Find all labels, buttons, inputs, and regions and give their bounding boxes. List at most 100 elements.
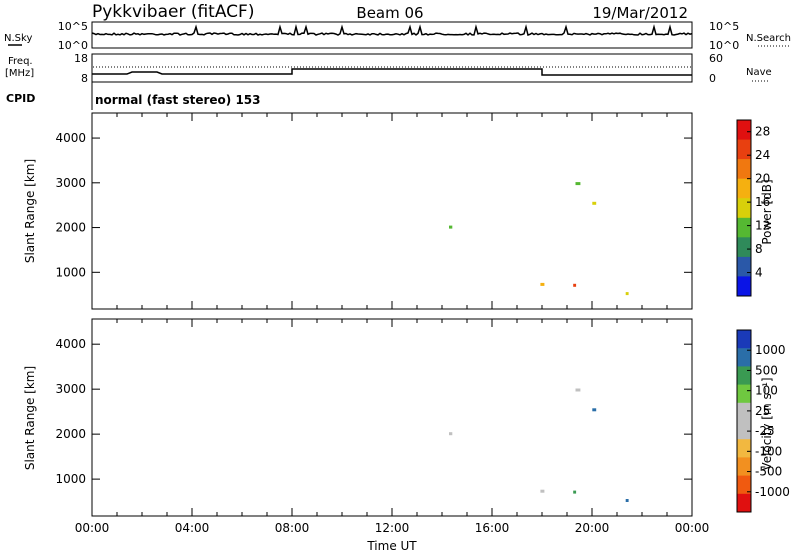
- colorbar-segment: [737, 217, 751, 238]
- colorbar-segment: [737, 256, 751, 277]
- velocity-cell: [592, 408, 597, 412]
- x-tick-label: 08:00: [275, 521, 310, 535]
- freq-trace: [92, 68, 692, 76]
- power-ylabel: Slant Range [km]: [23, 159, 37, 263]
- colorbar-frame: [736, 329, 752, 513]
- colorbar-tick-label: 1000: [755, 343, 786, 357]
- nsearch-label: N.Search: [746, 33, 791, 44]
- power-colorbar-label: Power [dB]: [760, 179, 774, 244]
- velocity-heatmap: [449, 388, 629, 502]
- colorbar-segment: [737, 366, 751, 386]
- velocity-cell: [573, 490, 577, 494]
- power-frame: [91, 112, 693, 310]
- nsearch-tick-bottom: 10^0: [709, 39, 739, 52]
- nave-tick-top: 60: [709, 52, 723, 65]
- colorbar-frame: [736, 119, 752, 297]
- freq-unit: [MHz]: [5, 68, 34, 79]
- power-cell: [625, 292, 629, 296]
- power-axes: 1000 2000 3000 4000: [55, 113, 693, 309]
- y-tick-label: 1000: [55, 472, 86, 486]
- velocity-cell: [540, 489, 545, 493]
- freq-tick-top: 18: [74, 52, 88, 65]
- y-tick-label: 2000: [55, 427, 86, 441]
- y-tick-label: 2000: [55, 221, 86, 235]
- nsearch-tick-top: 10^5: [709, 20, 739, 33]
- colorbar-segment: [737, 493, 751, 513]
- date-title: 19/Mar/2012: [592, 4, 688, 22]
- velocity-axes: 1000 2000 3000 4000 00:00 04:00 08:00 12:00 16:0…: [55, 319, 709, 535]
- colorbar-tick-label: 24: [755, 148, 770, 162]
- x-tick-label: 00:00: [675, 521, 710, 535]
- colorbar-segment: [737, 139, 751, 160]
- y-tick-label: 4000: [55, 337, 86, 351]
- y-tick-label: 4000: [55, 131, 86, 145]
- colorbar-segment: [737, 457, 751, 477]
- velocity-cell: [449, 432, 453, 436]
- nsky-panel: [91, 21, 693, 49]
- power-panel: 1000 2000 3000 4000 Slant Range [km]: [23, 112, 693, 310]
- colorbar-segment: [737, 475, 751, 495]
- power-cell: [449, 225, 453, 229]
- colorbar-tick-label: 500: [755, 363, 778, 377]
- colorbar-tick-label: 100: [755, 384, 778, 398]
- power-colorbar: 4 8 12 16 20 24 28: [736, 119, 770, 297]
- colorbar-segment: [737, 120, 751, 141]
- colorbar-tick-label: -500: [755, 465, 782, 479]
- cpid-label: CPID: [6, 92, 35, 105]
- colorbar-tick-label: -100: [755, 444, 782, 458]
- power-cell: [573, 283, 577, 287]
- x-tick-label: 12:00: [375, 521, 410, 535]
- beam-title: Beam 06: [356, 4, 423, 22]
- velocity-cell: [575, 388, 581, 392]
- velocity-panel: 1000 2000 3000 4000 00:00 04:00 08:00 12:00 16:0…: [23, 318, 709, 553]
- colorbar-segment: [737, 276, 751, 297]
- colorbar-tick-label: 25: [755, 404, 770, 418]
- x-tick-label: 20:00: [575, 521, 610, 535]
- y-tick-label: 3000: [55, 382, 86, 396]
- colorbar-tick-label: 4: [755, 266, 763, 280]
- freq-tick-bottom: 8: [81, 72, 88, 85]
- colorbar-tick-label: 16: [755, 195, 770, 209]
- nsky-tick-bottom: 10^0: [58, 39, 88, 52]
- colorbar-tick-label: 12: [755, 219, 770, 233]
- colorbar-segment: [737, 439, 751, 458]
- colorbar-segment: [737, 237, 751, 258]
- colorbar-segment: [737, 178, 751, 199]
- colorbar-segment: [737, 330, 751, 349]
- power-cell: [592, 201, 597, 205]
- velocity-colorbar-label: Velocity [m s⁻¹]: [760, 377, 774, 470]
- colorbar-segment: [737, 402, 751, 422]
- x-axis-label: Time UT: [366, 539, 417, 553]
- colorbar-segment: [737, 421, 751, 440]
- y-tick-label: 3000: [55, 176, 86, 190]
- velocity-cell: [625, 499, 629, 502]
- velocity-colorbar: 1000 500 100 25 -25 -100 -500 -1000: [736, 329, 790, 513]
- velocity-ylabel: Slant Range [km]: [23, 366, 37, 470]
- power-heatmap: [449, 182, 629, 296]
- velocity-frame: [91, 318, 693, 517]
- x-tick-label: 04:00: [175, 521, 210, 535]
- power-cell: [575, 182, 581, 186]
- nsky-trace: [91, 24, 693, 36]
- colorbar-tick-label: -1000: [755, 485, 790, 499]
- nave-tick-bottom: 0: [709, 72, 716, 85]
- freq-panel: [91, 53, 693, 83]
- power-cell: [540, 282, 545, 286]
- x-tick-label: 00:00: [75, 521, 110, 535]
- colorbar-segment: [737, 348, 751, 367]
- freq-label: Freq.: [8, 56, 33, 67]
- nsky-label: N.Sky: [4, 33, 32, 44]
- y-tick-label: 1000: [55, 265, 86, 279]
- station-title: Pykkvibaer (fitACF): [92, 2, 254, 22]
- colorbar-tick-label: 8: [755, 242, 763, 256]
- nave-label: Nave: [746, 67, 772, 78]
- colorbar-tick-label: 28: [755, 125, 770, 139]
- cpid-text: normal (fast stereo) 153: [95, 93, 261, 107]
- colorbar-segment: [737, 384, 751, 404]
- colorbar-segment: [737, 198, 751, 219]
- colorbar-tick-label: 20: [755, 172, 770, 186]
- colorbar-tick-label: -25: [755, 424, 775, 438]
- colorbar-segment: [737, 159, 751, 180]
